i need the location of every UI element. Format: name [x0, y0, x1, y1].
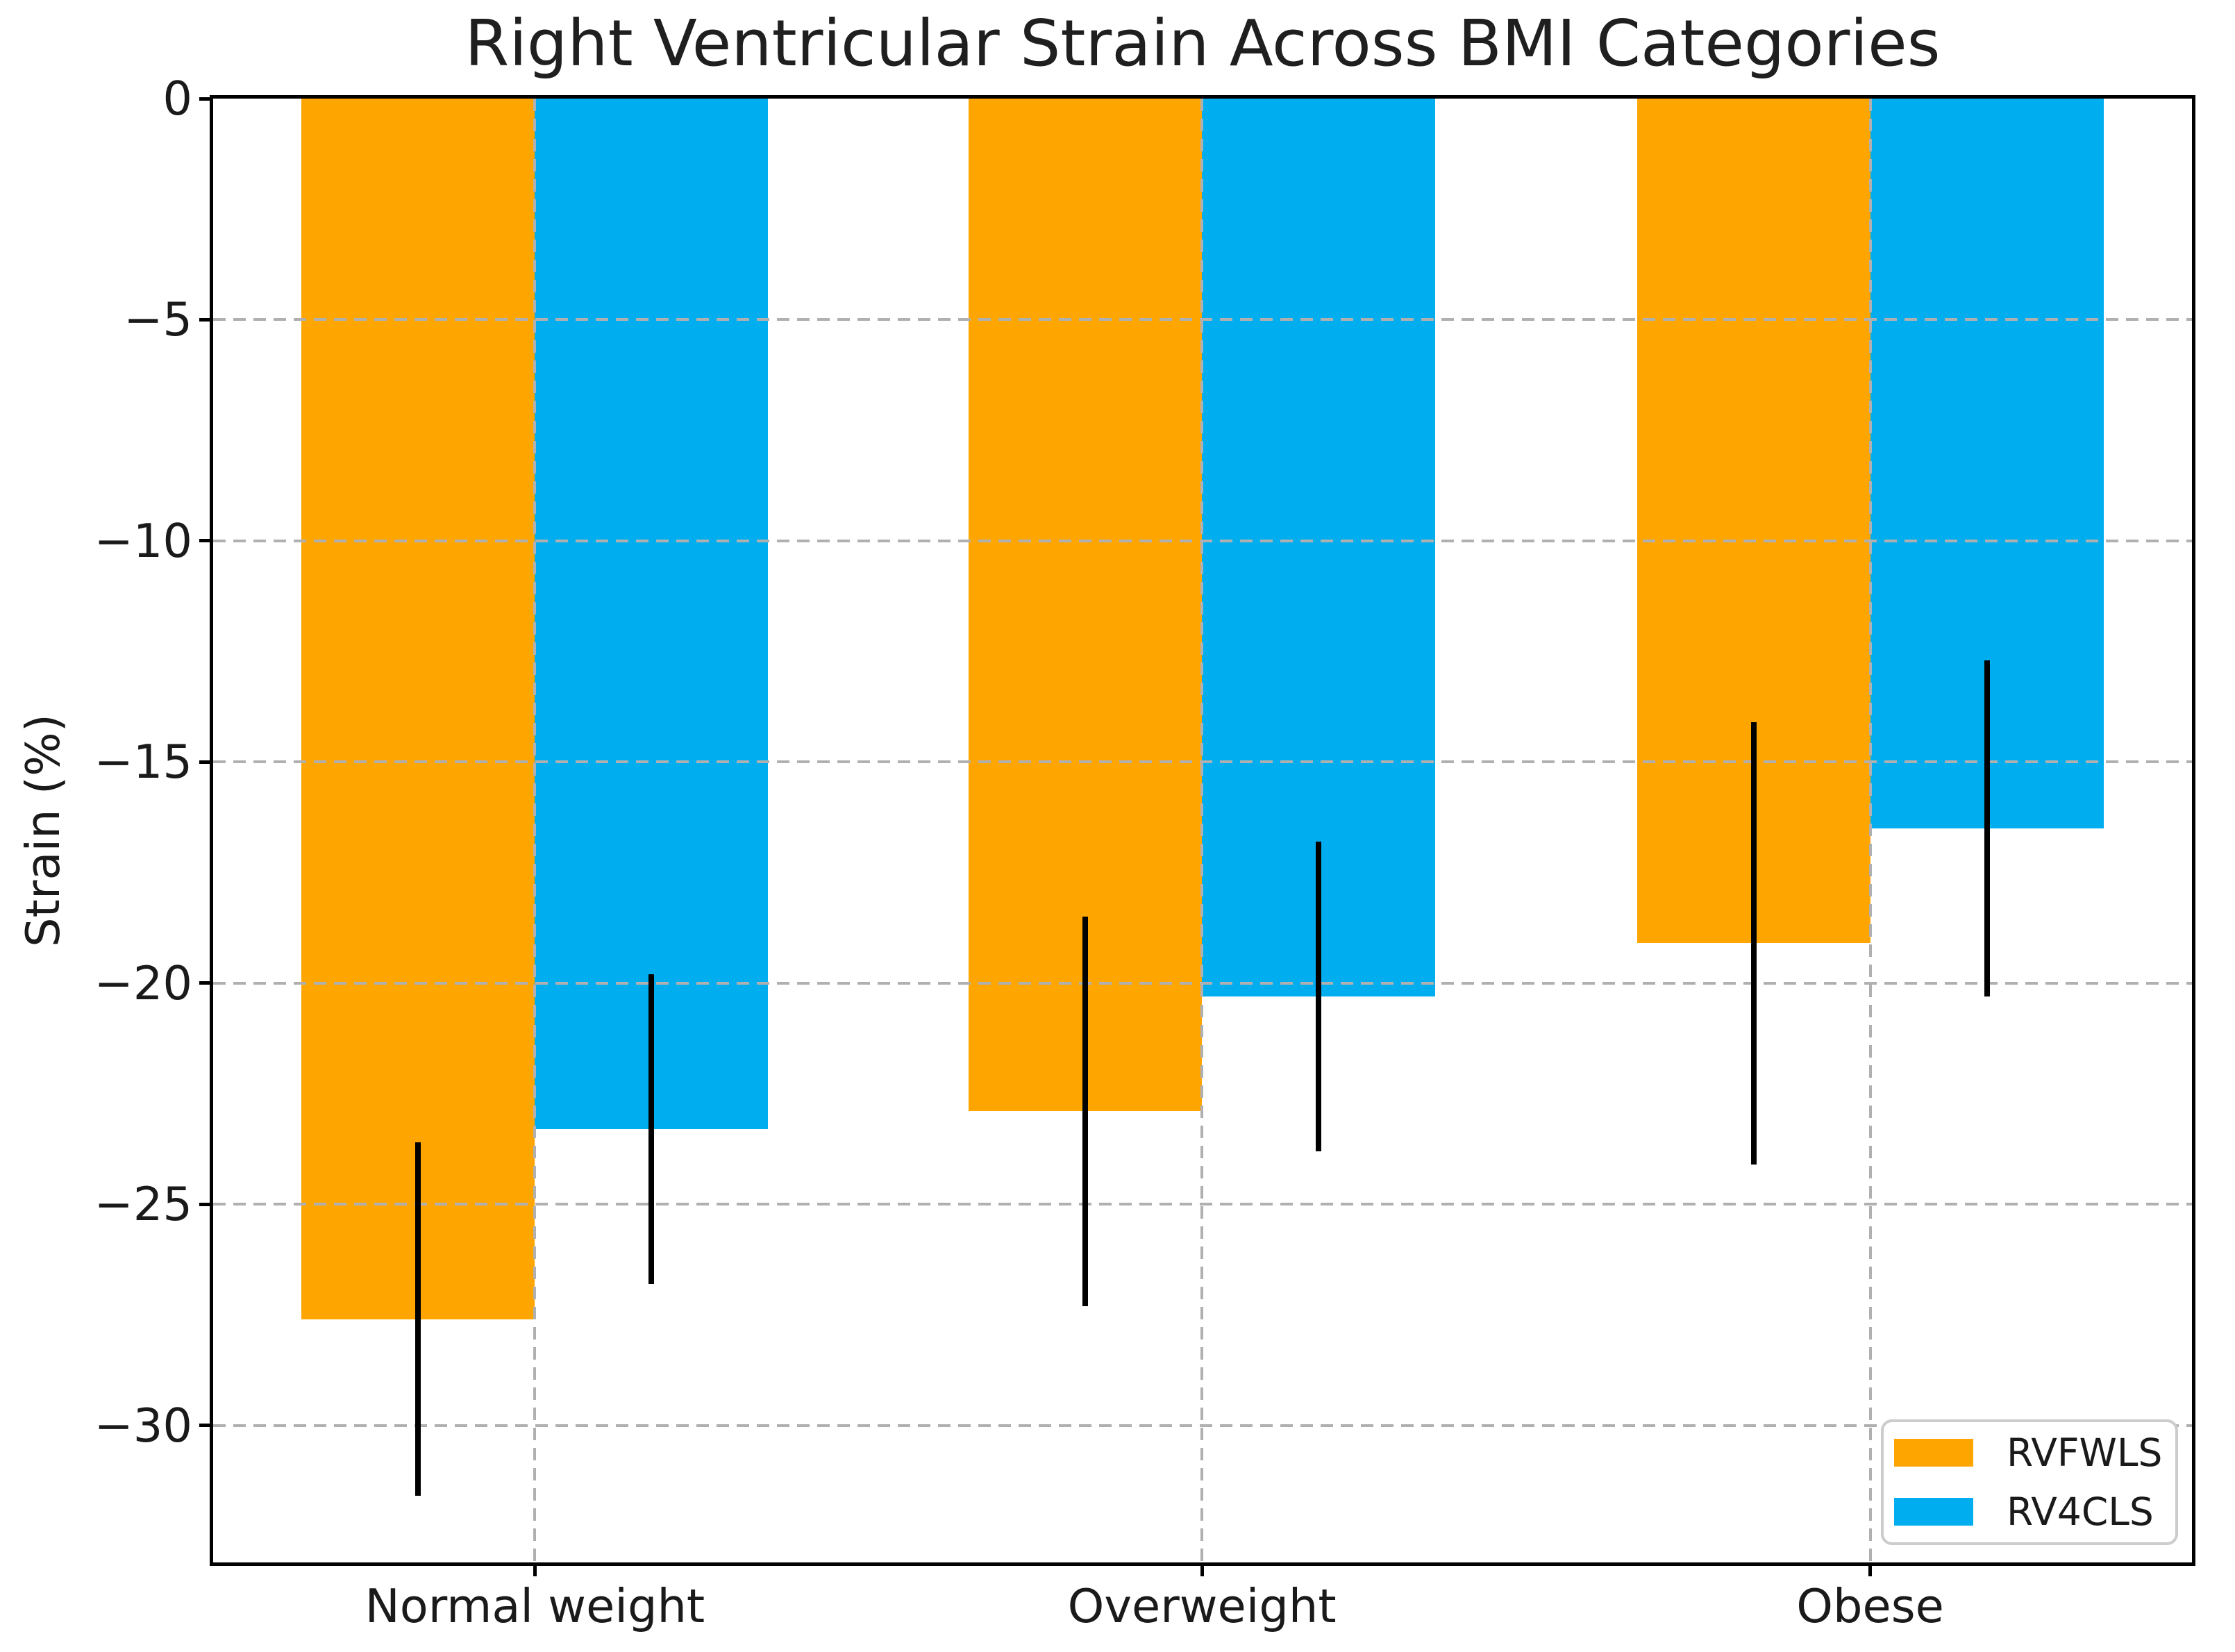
y-tick-mark--25 [199, 1202, 210, 1206]
y-tick-label-0: 0 [162, 72, 192, 126]
x-tick-mark-overweight [1200, 1566, 1204, 1576]
error-bar-rv4cls-overweight [1316, 841, 1322, 1151]
gridline-x-normal-weight [533, 99, 537, 1562]
x-tick-label-overweight: Overweight [1067, 1579, 1337, 1633]
y-tick-mark--20 [199, 981, 210, 985]
error-bar-rvfwls-normal-weight [415, 1142, 421, 1496]
error-bar-rv4cls-normal-weight [648, 974, 655, 1284]
legend: RVFWLS RV4CLS [1881, 1419, 2178, 1545]
y-tick-label--20: −20 [94, 956, 192, 1010]
legend-swatch-rv4cls [1894, 1498, 1973, 1526]
y-tick-label--25: −25 [94, 1177, 192, 1232]
y-tick-mark--30 [199, 1424, 210, 1428]
error-bar-rvfwls-obese [1750, 721, 1757, 1165]
gridline-x-obese [1868, 99, 1872, 1562]
gridline-x-overweight [1200, 99, 1204, 1562]
error-bar-rv4cls-obese [1984, 660, 1990, 996]
legend-row-rv4cls: RV4CLS [1884, 1490, 2154, 1534]
legend-label-rv4cls: RV4CLS [2007, 1490, 2154, 1534]
y-tick-mark--5 [199, 317, 210, 322]
y-tick-label--5: −5 [124, 292, 192, 347]
x-tick-mark-obese [1868, 1566, 1873, 1576]
plot-area [210, 95, 2195, 1566]
chart-title: Right Ventricular Strain Across BMI Cate… [464, 6, 1941, 81]
legend-swatch-rvfwls [1894, 1439, 1973, 1467]
y-tick-label--30: −30 [94, 1398, 192, 1453]
x-tick-label-obese: Obese [1796, 1579, 1944, 1633]
x-tick-label-normal-weight: Normal weight [365, 1579, 705, 1633]
x-tick-mark-normal-weight [533, 1566, 537, 1576]
y-tick-mark--15 [199, 760, 210, 764]
legend-row-rvfwls: RVFWLS [1884, 1430, 2163, 1475]
legend-label-rvfwls: RVFWLS [2007, 1430, 2163, 1475]
y-tick-label--10: −10 [94, 513, 192, 568]
y-tick-mark--10 [199, 539, 210, 543]
bar-rvfwls-normal-weight [301, 99, 535, 1319]
bar-rv4cls-normal-weight [535, 99, 769, 1129]
y-tick-mark-0 [199, 97, 210, 101]
y-tick-label--15: −15 [94, 735, 192, 790]
error-bar-rvfwls-overweight [1082, 917, 1089, 1306]
